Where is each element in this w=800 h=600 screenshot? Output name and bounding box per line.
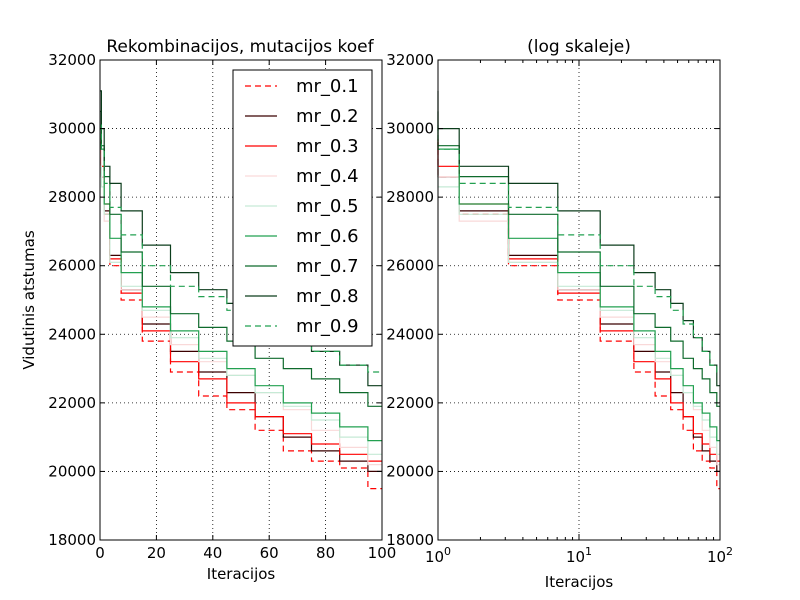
- y-tick-label: 24000: [48, 325, 96, 343]
- y-tick-label: 32000: [386, 51, 434, 69]
- legend-label: mr_0.2: [296, 106, 359, 127]
- legend-label: mr_0.6: [296, 226, 359, 247]
- legend-label: mr_0.3: [296, 136, 359, 157]
- left-title: Rekombinacijos, mutacijos koef: [106, 37, 374, 57]
- right-title: (log skaleje): [527, 37, 631, 57]
- legend-items: mr_0.1 mr_0.2 mr_0.3 mr_0.4 mr_0.5 mr_0.6 mr_0…: [245, 76, 359, 337]
- series-line-right-mr_0.6: [437, 128, 720, 442]
- y-tick-label: 18000: [48, 531, 96, 549]
- series-line-right-mr_0.5: [437, 166, 720, 455]
- series-line-right-mr_0.4: [437, 132, 720, 466]
- y-tick-label: 26000: [48, 257, 96, 275]
- y-tick-label: 22000: [48, 394, 96, 412]
- x-tick-label: 102: [707, 545, 733, 566]
- x-tick-label: 100: [425, 545, 451, 566]
- legend-label: mr_0.1: [296, 76, 359, 97]
- x-tick-label: 60: [260, 544, 279, 562]
- left-panel: 18000 20000 22000 24000 26000 28000 30000 32000…: [20, 37, 396, 583]
- legend: mr_0.1 mr_0.2 mr_0.3 mr_0.4 mr_0.5 mr_0.6 mr_0…: [232, 69, 373, 347]
- left-frame: [99, 59, 383, 541]
- left-ticks: 18000 20000 22000 24000 26000 28000 30000 32000…: [48, 51, 396, 562]
- series-line-right-mr_0.3: [437, 142, 720, 462]
- y-tick-label: 18000: [386, 531, 434, 549]
- legend-label: mr_0.7: [296, 256, 359, 277]
- x-tick-label: 80: [316, 544, 335, 562]
- y-tick-label: 30000: [386, 120, 434, 138]
- legend-label: mr_0.8: [296, 286, 359, 307]
- y-tick-label: 30000: [48, 120, 96, 138]
- y-tick-label: 26000: [386, 257, 434, 275]
- left-x-label: Iteracijos: [207, 565, 276, 583]
- left-y-label: Vidutinis atstumas: [20, 230, 38, 370]
- legend-label: mr_0.5: [296, 196, 359, 217]
- series-line-left-mr_0.9: [100, 124, 382, 373]
- right-lines: [437, 90, 720, 490]
- left-lines: [100, 90, 382, 490]
- y-tick-label: 28000: [386, 188, 434, 206]
- x-tick-label: 20: [147, 544, 166, 562]
- series-line-right-mr_0.7: [437, 111, 720, 407]
- y-tick-label: 20000: [386, 462, 434, 480]
- y-tick-label: 32000: [48, 51, 96, 69]
- right-panel: 18000 20000 22000 24000 26000 28000 30000 32000…: [386, 37, 733, 591]
- right-x-label: Iteracijos: [545, 573, 614, 591]
- x-tick-label: 40: [203, 544, 222, 562]
- y-tick-label: 28000: [48, 188, 96, 206]
- x-tick-label: 100: [368, 544, 397, 562]
- legend-label: mr_0.4: [296, 166, 359, 187]
- series-line-right-mr_0.2: [437, 142, 720, 472]
- x-tick-label: 0: [95, 544, 105, 562]
- y-tick-label: 24000: [386, 325, 434, 343]
- legend-label: mr_0.9: [296, 316, 359, 337]
- series-line-right-mr_0.1: [437, 138, 720, 490]
- y-tick-label: 22000: [386, 394, 434, 412]
- x-tick-label: 101: [566, 545, 592, 566]
- series-line-left-mr_0.6: [100, 128, 382, 442]
- series-line-right-mr_0.9: [437, 125, 720, 373]
- series-line-left-mr_0.7: [100, 110, 382, 407]
- y-tick-label: 20000: [48, 462, 96, 480]
- right-ticks: 18000 20000 22000 24000 26000 28000 30000 32000…: [386, 51, 733, 566]
